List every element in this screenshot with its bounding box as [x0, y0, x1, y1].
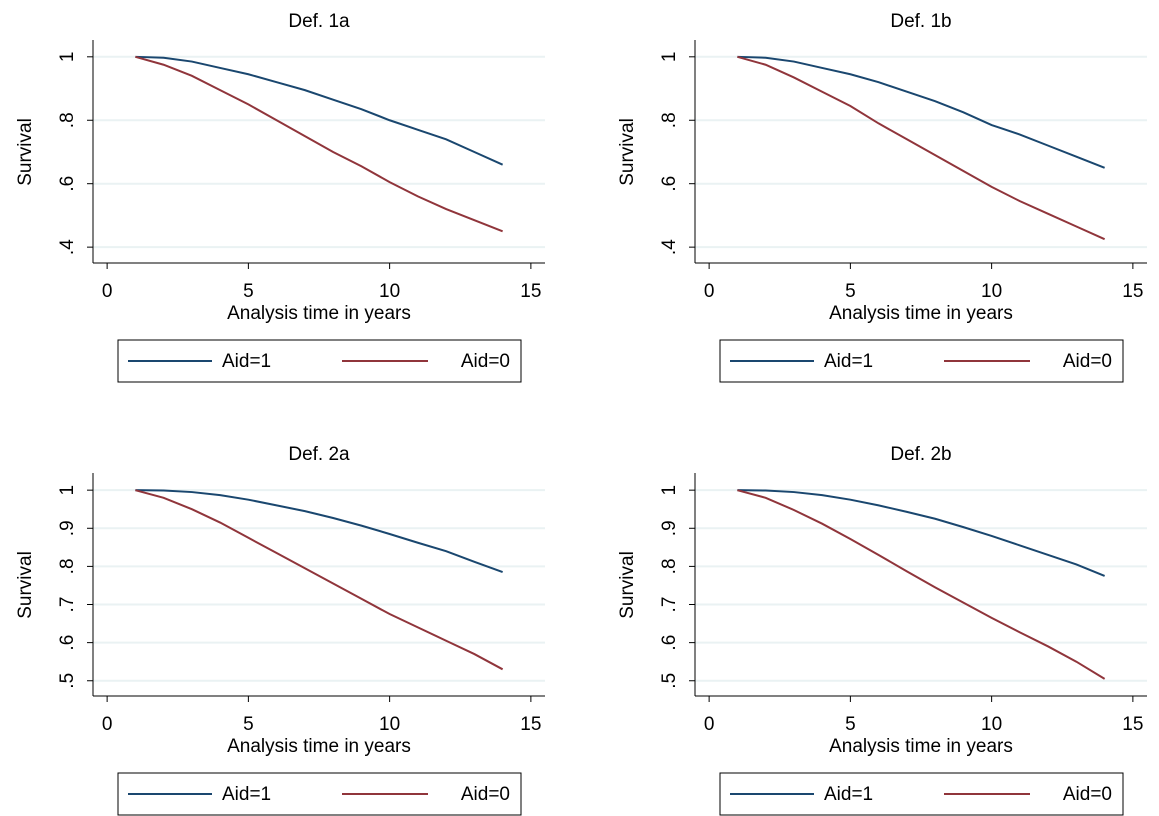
legend-label: Aid=0 — [461, 784, 510, 805]
legend-label: Aid=1 — [222, 351, 271, 372]
y-tick-label: 1 — [659, 52, 680, 63]
series-line — [135, 489, 504, 671]
x-tick-label: 0 — [102, 714, 113, 735]
legend-label: Aid=0 — [461, 351, 510, 372]
y-tick-label: .8 — [57, 112, 78, 128]
legend-label: Aid=0 — [1063, 784, 1112, 805]
y-tick-label: .6 — [57, 635, 78, 651]
x-tick-label: 10 — [981, 281, 1002, 302]
x-tick-label: 5 — [845, 281, 856, 302]
series-line — [135, 55, 504, 166]
x-tick-label: 15 — [1122, 281, 1143, 302]
x-tick-label: 5 — [243, 281, 254, 302]
y-tick-label: .8 — [57, 558, 78, 574]
chart-title: Def. 1a — [288, 11, 350, 32]
y-tick-label: .7 — [57, 597, 78, 613]
x-tick-label: 10 — [379, 281, 400, 302]
x-axis-label: Analysis time in years — [829, 303, 1013, 324]
series-line — [737, 55, 1105, 169]
y-axis-label: Survival — [617, 118, 638, 186]
y-tick-label: .9 — [57, 520, 78, 536]
legend-label: Aid=0 — [1063, 351, 1112, 372]
y-tick-label: .4 — [57, 239, 78, 255]
x-tick-label: 5 — [845, 714, 856, 735]
y-tick-label: .5 — [659, 673, 680, 689]
chart-title: Def. 1b — [890, 11, 951, 32]
y-tick-label: .5 — [57, 673, 78, 689]
y-tick-label: .6 — [57, 176, 78, 192]
series-line — [737, 489, 1106, 680]
x-tick-label: 15 — [520, 714, 541, 735]
y-axis-label: Survival — [15, 118, 36, 186]
series-line — [737, 55, 1106, 241]
series-line — [135, 55, 503, 233]
x-tick-label: 0 — [704, 281, 715, 302]
x-tick-label: 0 — [102, 281, 113, 302]
legend-label: Aid=1 — [824, 351, 873, 372]
y-tick-label: .9 — [659, 520, 680, 536]
x-tick-label: 10 — [379, 714, 400, 735]
y-axis-label: Survival — [617, 551, 638, 619]
x-axis-label: Analysis time in years — [227, 736, 411, 757]
y-tick-label: .4 — [659, 239, 680, 255]
y-tick-label: 1 — [57, 52, 78, 63]
y-axis-label: Survival — [15, 551, 36, 619]
y-tick-label: 1 — [659, 485, 680, 496]
y-tick-label: .8 — [659, 112, 680, 128]
y-tick-label: .7 — [659, 597, 680, 613]
chart-title: Def. 2a — [288, 444, 350, 465]
x-axis-label: Analysis time in years — [829, 736, 1013, 757]
x-tick-label: 0 — [704, 714, 715, 735]
y-tick-label: .6 — [659, 176, 680, 192]
x-tick-label: 10 — [981, 714, 1002, 735]
x-tick-label: 5 — [243, 714, 254, 735]
series-line — [135, 489, 503, 574]
y-tick-label: .8 — [659, 558, 680, 574]
legend-label: Aid=1 — [222, 784, 271, 805]
x-tick-label: 15 — [1122, 714, 1143, 735]
chart-title: Def. 2b — [890, 444, 951, 465]
x-tick-label: 15 — [520, 281, 541, 302]
y-tick-label: .6 — [659, 635, 680, 651]
y-tick-label: 1 — [57, 485, 78, 496]
legend-label: Aid=1 — [824, 784, 873, 805]
x-axis-label: Analysis time in years — [227, 303, 411, 324]
series-line — [737, 489, 1106, 577]
